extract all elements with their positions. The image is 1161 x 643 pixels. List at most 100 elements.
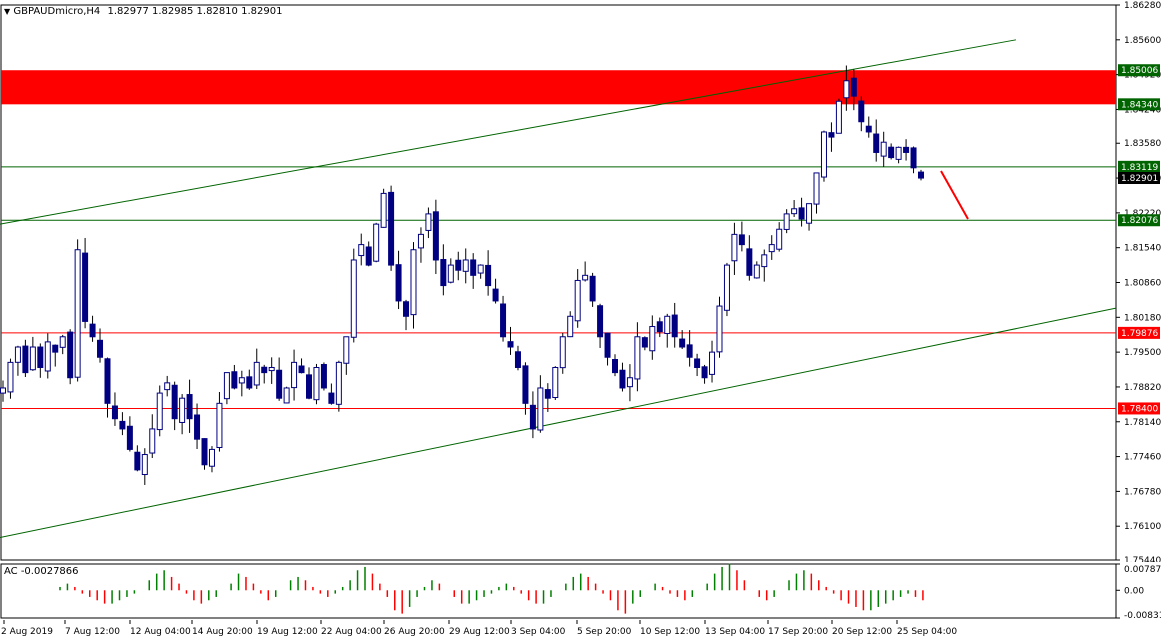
candle-body	[298, 365, 305, 374]
x-tick-label: 5 Sep 20:00	[577, 627, 632, 637]
candle-body	[865, 125, 872, 133]
candle-body	[723, 264, 730, 311]
candle-body	[410, 249, 417, 316]
candle-body	[806, 203, 813, 224]
price-label: 1.84340	[1121, 100, 1158, 110]
candle-body	[918, 171, 924, 179]
candle-body	[455, 259, 462, 271]
candle-body	[432, 211, 439, 261]
ac-header: AC -0.0027866	[4, 566, 79, 577]
candle-body	[895, 146, 902, 160]
candle-body	[753, 264, 760, 279]
x-tick-label: 22 Aug 04:00	[321, 627, 382, 637]
y-tick-label: 1.85600	[1124, 36, 1161, 46]
y-tick-label: 1.82220	[1124, 209, 1161, 219]
candle-body	[619, 369, 626, 389]
candle-body	[395, 264, 402, 302]
price-label-box	[1118, 402, 1160, 415]
candle-body	[477, 264, 484, 274]
candle-body	[910, 147, 917, 169]
candle-body	[261, 366, 268, 374]
candle-body	[522, 365, 529, 404]
candle-body	[67, 331, 74, 379]
y-tick-label: 1.81540	[1124, 244, 1161, 254]
price-label-box	[1118, 160, 1160, 173]
candle-body	[82, 252, 89, 322]
candle-body	[52, 344, 59, 353]
candle-body	[626, 377, 633, 388]
price-label: 1.82901	[1121, 174, 1158, 184]
candle-body	[7, 361, 14, 393]
menu-arrow-icon[interactable]: ▼	[4, 7, 11, 16]
price-label-box	[1118, 172, 1160, 185]
y-tick-label: 1.78140	[1124, 418, 1161, 428]
x-tick-label: 29 Aug 12:00	[449, 627, 510, 637]
candle-body	[903, 146, 910, 153]
candle-body	[291, 361, 298, 389]
ac-y-tick-label: 0.00	[1124, 586, 1144, 596]
candle-body	[89, 323, 96, 338]
ohlc-values: 1.82977 1.82985 1.82810 1.82901	[107, 6, 283, 17]
y-tick-label: 1.79500	[1124, 348, 1161, 358]
candle-body	[358, 244, 365, 257]
x-tick-label: 19 Aug 12:00	[257, 627, 318, 637]
price-label-box	[1118, 98, 1160, 111]
chart-header: ▼ GBPAUDmicro,H4 1.82977 1.82985 1.82810…	[4, 6, 282, 17]
candle-body	[813, 172, 820, 205]
y-tick-label: 1.84240	[1124, 105, 1161, 115]
x-tick-label: 7 Aug 12:00	[65, 627, 120, 637]
candle-body	[709, 351, 716, 375]
price-chart[interactable]: 1.862801.856001.849201.842401.835801.829…	[0, 0, 1161, 562]
candle-body	[134, 451, 141, 471]
candle-body	[820, 131, 827, 178]
candle-body	[29, 346, 36, 371]
candle-body	[716, 305, 723, 353]
x-tick-label: 14 Aug 20:00	[192, 627, 253, 637]
candle-body	[37, 346, 44, 368]
candle-body	[350, 259, 357, 338]
candle-body	[306, 374, 312, 399]
candle-body	[59, 336, 66, 348]
candle-body	[373, 223, 380, 262]
y-tick-label: 1.77460	[1124, 453, 1161, 463]
candle-body	[888, 146, 895, 159]
candle-body	[843, 80, 850, 99]
candle-body	[761, 254, 768, 268]
candle-body	[567, 315, 574, 338]
candle-body	[462, 259, 469, 272]
candle-body	[529, 404, 536, 430]
y-tick-label: 1.83580	[1124, 139, 1161, 149]
price-label-box	[1118, 326, 1160, 339]
ac-indicator-chart[interactable]: 0.007878 0.00 -0.008313	[0, 562, 1161, 620]
candle-body	[343, 336, 350, 364]
candle-body	[440, 259, 447, 287]
candle-body	[828, 132, 835, 138]
price-label: 1.82076	[1121, 216, 1158, 226]
x-tick-label: 2 Aug 2019	[1, 627, 53, 637]
y-tick-label: 1.76780	[1124, 487, 1161, 497]
candle-body	[858, 100, 865, 123]
candle-body	[612, 359, 618, 374]
candle-body	[589, 275, 596, 302]
candle-body	[574, 279, 581, 322]
candle-body	[417, 233, 424, 249]
candle-body	[738, 234, 745, 246]
candle-body	[365, 246, 372, 266]
candle-body	[552, 366, 559, 399]
candle-body	[313, 366, 320, 401]
candle-body	[320, 364, 327, 389]
candle-body	[0, 387, 6, 394]
candle-body	[149, 428, 156, 454]
candle-body	[835, 100, 842, 134]
candle-body	[238, 377, 245, 384]
candle-body	[335, 361, 342, 405]
candle-body	[231, 371, 238, 389]
candle-body	[403, 301, 410, 317]
x-tick-label: 10 Sep 12:00	[640, 627, 700, 637]
candle-body	[14, 346, 21, 363]
price-label-box	[1118, 64, 1160, 77]
candle-body	[246, 376, 253, 389]
candle-body	[492, 288, 499, 302]
x-tick-label: 3 Sep 04:00	[511, 627, 566, 637]
candle-body	[380, 192, 387, 228]
